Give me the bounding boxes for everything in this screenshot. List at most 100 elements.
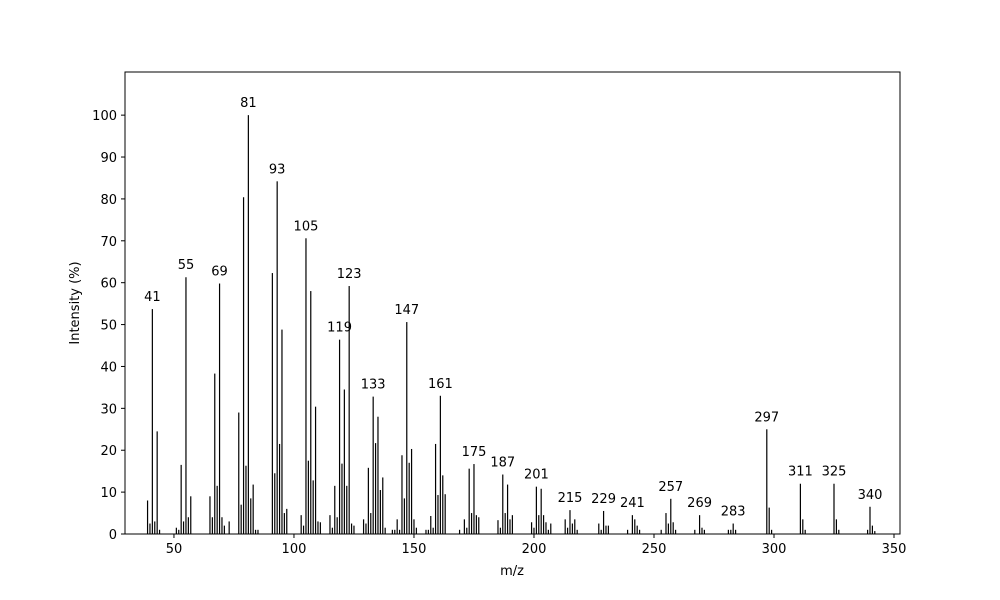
peak-label: 241 — [620, 496, 645, 511]
peak — [396, 519, 398, 534]
peak — [444, 494, 446, 534]
peak-label: 229 — [591, 492, 616, 507]
peak — [250, 498, 252, 534]
peak — [238, 412, 240, 534]
peak — [398, 529, 401, 534]
peak — [499, 527, 501, 534]
peak — [211, 517, 213, 534]
peak — [350, 523, 353, 534]
peak — [600, 529, 602, 534]
y-tick-label: 50 — [100, 319, 117, 334]
x-tick-label: 250 — [642, 542, 667, 557]
peak — [530, 522, 533, 534]
peak-label: 311 — [788, 465, 813, 480]
peak — [408, 462, 410, 534]
peak-label: 215 — [558, 491, 583, 506]
peak-label: 123 — [337, 267, 362, 282]
peak-label: 41 — [144, 290, 161, 305]
peak — [470, 513, 473, 534]
peak — [703, 529, 705, 534]
peak — [221, 517, 223, 534]
peak — [286, 508, 288, 534]
peak — [430, 515, 432, 534]
peak — [799, 483, 801, 534]
peak — [254, 529, 257, 534]
peak — [343, 389, 345, 534]
peak — [571, 523, 573, 534]
peak — [636, 525, 638, 534]
peak — [274, 473, 276, 534]
plot-frame — [124, 71, 901, 535]
peak-label: 269 — [687, 496, 712, 511]
peak — [874, 531, 876, 534]
peak — [869, 506, 871, 534]
peak — [504, 513, 506, 534]
peak — [672, 522, 674, 534]
peak-label: 69 — [211, 265, 228, 280]
peak — [626, 529, 629, 534]
peak — [425, 529, 427, 534]
peak — [511, 515, 513, 534]
peak — [394, 529, 396, 534]
peak — [694, 529, 696, 534]
peak — [300, 515, 302, 534]
peak — [634, 519, 636, 534]
y-tick-label: 20 — [100, 444, 117, 459]
peak — [310, 291, 312, 534]
peak — [602, 510, 605, 534]
peak — [468, 468, 470, 534]
peak — [605, 525, 607, 534]
peak — [566, 527, 569, 534]
peak — [151, 309, 153, 534]
peak — [384, 527, 386, 534]
peak — [473, 464, 475, 534]
peak — [598, 523, 600, 534]
peak — [437, 495, 439, 534]
peak — [334, 485, 336, 534]
x-axis-label: m/z — [500, 564, 524, 579]
peak — [216, 485, 218, 534]
peak — [209, 496, 211, 534]
peak — [314, 406, 317, 534]
peak — [540, 488, 542, 534]
peak — [146, 500, 149, 534]
peak — [278, 443, 281, 534]
peak — [180, 464, 182, 534]
peak — [432, 527, 434, 534]
peak — [458, 529, 461, 534]
peak — [410, 448, 413, 534]
peak-label: 133 — [361, 378, 386, 393]
peak — [271, 273, 273, 534]
peak — [866, 529, 869, 534]
peak — [434, 443, 437, 534]
peak — [403, 498, 405, 534]
peak-label: 201 — [524, 468, 549, 483]
peak — [770, 529, 773, 534]
peak — [569, 510, 571, 534]
peak — [276, 181, 278, 535]
peak — [538, 515, 540, 534]
peak — [370, 513, 372, 534]
y-tick-label: 30 — [100, 402, 117, 417]
peak-label: 325 — [822, 465, 847, 480]
peak — [331, 527, 333, 534]
peak — [674, 529, 677, 534]
y-tick-label: 60 — [100, 277, 117, 292]
peak — [835, 519, 837, 534]
peak — [329, 515, 331, 534]
peak — [281, 329, 283, 534]
peak — [240, 504, 242, 534]
peak — [228, 521, 230, 534]
peak — [283, 513, 285, 534]
peak — [478, 517, 480, 534]
peak — [257, 529, 259, 534]
peak — [365, 523, 367, 534]
peak — [768, 507, 770, 534]
peak — [223, 525, 225, 534]
peak — [348, 286, 350, 534]
peak — [545, 522, 547, 534]
peak — [377, 416, 379, 534]
peak — [156, 431, 158, 534]
